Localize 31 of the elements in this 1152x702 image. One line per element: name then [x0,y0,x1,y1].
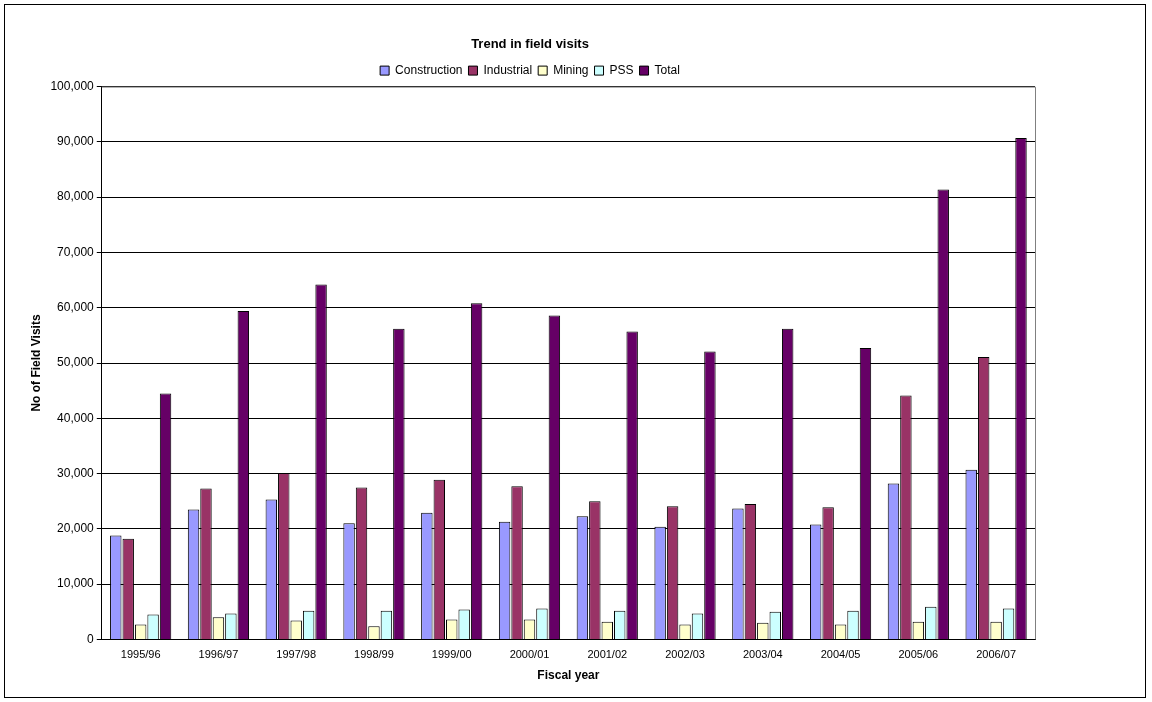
legend-label: PSS [609,62,634,77]
y-tick-label: 70,000 [57,244,95,259]
y-axis-title: No of Field Visits [28,314,43,412]
x-tick-label: 2003/04 [742,648,783,661]
y-tick-label: 100,000 [50,78,95,93]
x-tick-label: 1999/00 [431,648,472,661]
x-tick-label: 2005/06 [898,648,939,661]
x-tick-label: 1995/96 [120,648,161,661]
y-tick-label: 30,000 [57,465,95,480]
legend-label: Total [654,62,680,77]
x-tick-label: 2006/07 [976,648,1016,661]
x-axis-title: Fiscal year [537,668,600,683]
legend-label: Industrial [483,62,533,77]
y-tick-label: 80,000 [57,189,95,204]
x-tick-label: 1997/98 [276,648,317,661]
legend-label: Construction [395,62,463,77]
x-tick-label: 2004/05 [820,648,861,661]
y-tick-label: 90,000 [57,134,95,149]
x-tick-label: 1996/97 [198,648,239,661]
x-tick-label: 2002/03 [665,648,705,661]
x-tick-label: 1998/99 [354,648,394,661]
y-tick-label: 40,000 [57,410,95,425]
legend-label: Mining [553,62,589,77]
y-tick-label: 20,000 [57,521,95,536]
y-tick-label: 60,000 [57,300,95,315]
y-tick-label: 50,000 [57,355,95,370]
x-tick-label: 2000/01 [509,648,550,661]
x-tick-label: 2001/02 [587,648,628,661]
y-tick-label: 10,000 [57,576,95,591]
chart-title: Trend in field visits [471,36,589,52]
y-tick-label: 0 [87,631,95,646]
